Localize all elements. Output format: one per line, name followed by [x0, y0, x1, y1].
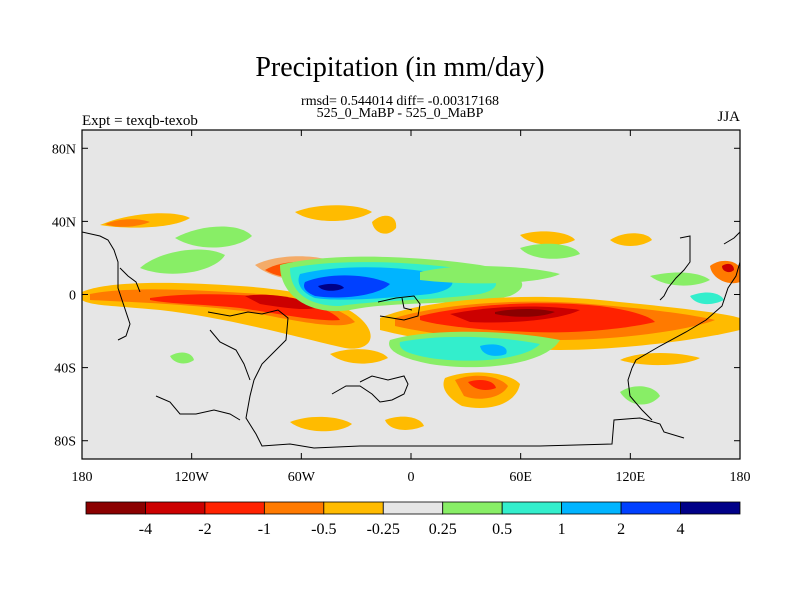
lon-tick-label: 180	[72, 470, 93, 485]
contour-pos-small	[170, 352, 194, 364]
contour-neg-small	[290, 416, 352, 432]
colorbar-label: -0.25	[367, 521, 400, 538]
contour-pos-small	[520, 243, 580, 259]
colorbar: -4 -2 -1 -0.5 -0.25 0.25 0.5 1 2 4	[85, 501, 741, 538]
axis-ticks	[81, 130, 741, 459]
colorbar-swatch	[442, 501, 503, 515]
contour-neg-mid	[105, 219, 150, 227]
lat-tick-label: 80S	[54, 435, 76, 450]
contour-pos-xxlarge	[318, 283, 344, 291]
experiment-label: Expt = texqb-texob	[82, 113, 198, 129]
lat-tick-label: 80N	[52, 142, 76, 157]
lat-tick-label: 40N	[52, 215, 76, 230]
contour-pos-small	[175, 226, 252, 248]
contour-pos-small	[420, 266, 560, 284]
chart-title: Precipitation (in mm/day)	[255, 52, 545, 83]
contour-neg-small	[385, 416, 424, 430]
colorbar-label: -2	[198, 521, 211, 538]
contour-neg-small	[520, 231, 575, 245]
colorbar-swatch	[145, 501, 206, 515]
coastline-outlines	[82, 231, 740, 449]
colorbar-swatch	[680, 501, 741, 515]
lon-tick-label: 180	[730, 470, 751, 485]
contour-neg-small	[610, 233, 652, 246]
colorbar-swatch	[85, 501, 146, 515]
contour-neg-xxlarge	[495, 309, 555, 317]
contour-pos-small	[620, 386, 660, 405]
season-label: JJA	[717, 109, 740, 125]
colorbar-swatch	[263, 501, 325, 515]
contour-neg-small	[295, 205, 372, 221]
contour-pos-small	[650, 272, 710, 286]
chart-subtitle-stats: rmsd= 0.544014 diff= -0.00317168	[301, 94, 499, 109]
precip-anomaly-contours	[82, 205, 740, 432]
contour-neg-large	[468, 380, 496, 390]
lon-tick-label: 120E	[616, 470, 646, 485]
contour-pos-small	[140, 249, 225, 274]
colorbar-swatch	[204, 501, 265, 515]
lon-tick-label: 0	[408, 470, 415, 485]
colorbar-label: 2	[617, 521, 625, 538]
colorbar-swatch	[561, 501, 622, 515]
lat-tick-label: 40S	[54, 362, 76, 377]
contour-neg-xlarge	[245, 294, 320, 310]
contour-pos-xlarge	[304, 275, 390, 298]
axis-tick-labels: 180 120W 60W 0 60E 120E 180 80N 40N 0 40S 80S	[52, 142, 751, 485]
colorbar-label: 0.25	[429, 521, 457, 538]
contour-neg-small	[330, 349, 388, 364]
colorbar-swatch	[382, 501, 444, 515]
contour-pos-large	[480, 344, 507, 356]
lat-tick-label: 0	[69, 289, 76, 304]
colorbar-swatch	[620, 501, 681, 515]
contour-neg-xlarge	[722, 263, 734, 273]
colorbar-label: -0.5	[311, 521, 336, 538]
colorbar-swatch	[501, 501, 563, 515]
contour-pos-small	[690, 292, 724, 305]
colorbar-label: 1	[558, 521, 566, 538]
lon-tick-label: 60E	[509, 470, 532, 485]
contour-neg-small	[620, 353, 700, 366]
lon-tick-label: 60W	[288, 470, 316, 485]
colorbar-label: 0.5	[492, 521, 512, 538]
colorbar-swatch	[323, 501, 384, 515]
colorbar-label: -1	[258, 521, 271, 538]
contour-pos-mid	[399, 336, 540, 361]
colorbar-label: -4	[139, 521, 152, 538]
contour-neg-small	[372, 215, 397, 234]
chart-subtitle-experiments: 525_0_MaBP - 525_0_MaBP	[316, 106, 484, 121]
lon-tick-label: 120W	[175, 470, 210, 485]
colorbar-label: 4	[677, 521, 685, 538]
